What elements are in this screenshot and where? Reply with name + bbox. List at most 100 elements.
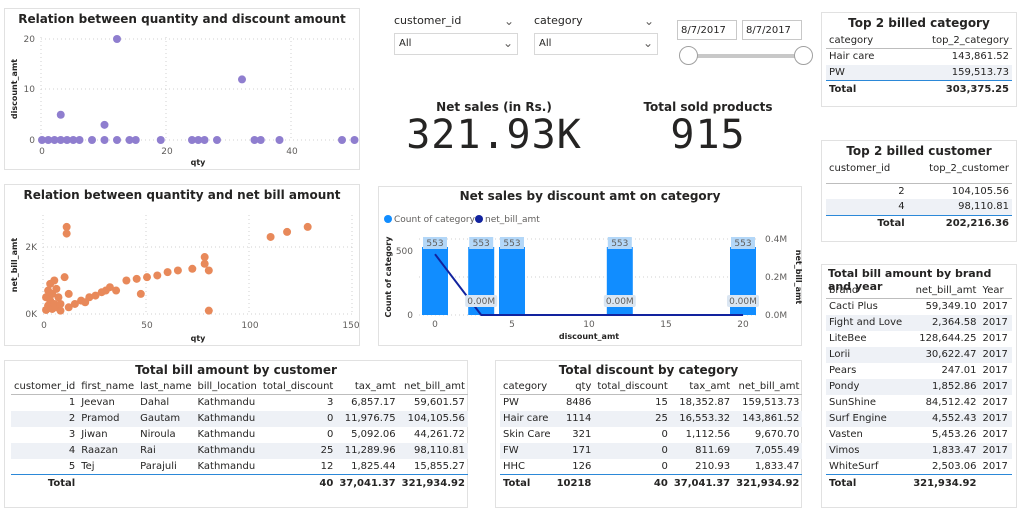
table-row[interactable]: Pears 247.01 2017	[826, 363, 1012, 379]
scatter-point[interactable]	[213, 136, 221, 144]
scatter-point[interactable]	[56, 299, 65, 308]
scatter-point[interactable]	[266, 232, 275, 241]
category-slicer-dropdown[interactable]: All ⌄	[534, 33, 658, 55]
col-header[interactable]: last_name	[137, 379, 195, 395]
col-header[interactable]: customer_id	[826, 161, 908, 184]
scatter-point[interactable]	[122, 276, 131, 285]
brand-table-visual[interactable]: Total bill amount by brand and year bran…	[821, 264, 1017, 508]
date-slider-handle-end[interactable]	[794, 46, 813, 65]
table-row[interactable]: 2 Pramod Gautam Kathmandu 0 11,976.75 104,105.…	[11, 410, 468, 427]
table-row[interactable]: 4 Raazan Rai Kathmandu 25 11,289.96 98,110.81	[11, 442, 468, 459]
table-row[interactable]: Pondy 1,852.86 2017	[826, 378, 1012, 395]
scatter-point[interactable]	[188, 264, 197, 273]
table-row[interactable]: Vimos 1,833.47 2017	[826, 442, 1012, 459]
scatter-point[interactable]	[56, 136, 65, 144]
chevron-down-icon[interactable]: ⌄	[643, 14, 654, 28]
scatter-point[interactable]	[238, 75, 246, 84]
col-header[interactable]: category	[500, 379, 554, 395]
scatter-point[interactable]	[275, 136, 284, 144]
col-header[interactable]: bill_location	[194, 379, 260, 395]
col-header[interactable]: tax_amt	[336, 379, 399, 395]
scatter-point[interactable]	[50, 276, 59, 285]
chevron-down-icon[interactable]: ⌄	[503, 14, 514, 28]
scatter-point[interactable]	[283, 227, 292, 236]
scatter-point[interactable]	[62, 222, 71, 231]
scatter-point[interactable]	[52, 284, 61, 293]
table-row[interactable]: WhiteSurf 2,503.06 2017	[826, 459, 1012, 475]
table-row[interactable]: Hair care 1114 25 16,553.32 143,861.52	[500, 410, 803, 427]
scatter-point[interactable]	[143, 273, 151, 282]
scatter-point[interactable]	[125, 136, 134, 144]
table-row[interactable]: Fight and Love 2,364.58 2017	[826, 314, 1012, 331]
col-header[interactable]: first_name	[78, 379, 138, 395]
top-category-visual[interactable]: Top 2 billed category category top_2_cate…	[821, 12, 1017, 107]
scatter-point[interactable]	[85, 293, 94, 302]
customer-table-visual[interactable]: Total bill amount by customer customer_i…	[4, 360, 468, 508]
scatter-point[interactable]	[100, 120, 109, 129]
col-header[interactable]: total_discount	[594, 379, 671, 395]
scatter-point[interactable]	[200, 259, 209, 268]
scatter-point[interactable]	[194, 136, 203, 144]
scatter-point[interactable]	[131, 136, 140, 144]
scatter-point[interactable]	[56, 110, 65, 119]
scatter-point[interactable]	[112, 286, 121, 295]
top-customer-visual[interactable]: Top 2 billed customer customer_id top_2_c…	[821, 140, 1017, 242]
scatter-point[interactable]	[63, 136, 71, 144]
table-row[interactable]: PW 8486 15 18,352.87 159,513.73	[500, 395, 802, 411]
table-row[interactable]: LiteBee 128,644.25 2017	[826, 331, 1012, 347]
date-slider-track[interactable]	[688, 54, 804, 58]
bar[interactable]	[422, 247, 448, 315]
table-row[interactable]: HHC 126 0 210.93 1,833.47	[500, 459, 802, 475]
table-row[interactable]: Surf Engine 4,552.43 2017	[826, 410, 1012, 427]
scatter-point[interactable]	[62, 229, 71, 238]
scatter-point[interactable]	[38, 136, 46, 144]
scatter-point[interactable]	[250, 136, 259, 144]
table-row[interactable]: Skin Care 321 0 1,112.56 9,670.70	[500, 427, 802, 443]
scatter-point[interactable]	[303, 222, 312, 231]
scatter-point[interactable]	[56, 306, 65, 315]
col-header[interactable]: net_bill_amt	[907, 283, 980, 299]
col-header[interactable]: top_2_customer	[907, 161, 1012, 184]
scatter-point[interactable]	[113, 35, 121, 43]
date-to-input[interactable]: 8/7/2017	[742, 20, 802, 40]
scatter-point[interactable]	[100, 136, 109, 144]
table-row[interactable]: 5 Tej Parajuli Kathmandu 12 1,825.44 15,855.27	[11, 459, 468, 475]
table-row[interactable]: SunShine 84,512.42 2017	[826, 395, 1012, 411]
scatter-point[interactable]	[153, 271, 162, 280]
col-header[interactable]: tax_amt	[670, 379, 734, 395]
scatter-point[interactable]	[156, 136, 165, 144]
col-header[interactable]: qty	[553, 379, 595, 395]
net-sales-combo-visual[interactable]: Net sales by discount amt on category Co…	[378, 186, 803, 346]
scatter-point[interactable]	[64, 289, 73, 298]
col-header[interactable]: customer_id	[11, 379, 79, 395]
scatter-point[interactable]	[50, 136, 59, 144]
scatter-point[interactable]	[64, 303, 73, 312]
table-row[interactable]: 1 Jeevan Dahal Kathmandu 3 6,857.17 59,601.57	[11, 395, 468, 411]
bar[interactable]	[499, 247, 525, 315]
table-row[interactable]: 3 Jiwan Niroula Kathmandu 0 5,092.06 44,261.72	[11, 427, 468, 443]
col-header[interactable]: net_bill_amt	[733, 379, 803, 395]
scatter-point[interactable]	[204, 266, 213, 275]
col-header[interactable]: brand	[826, 283, 908, 299]
scatter-point[interactable]	[188, 136, 196, 144]
table-row[interactable]: FW 171 0 811.69 7,055.49	[500, 442, 803, 459]
scatter-point[interactable]	[136, 289, 145, 298]
scatter-point[interactable]	[70, 299, 79, 308]
scatter-point[interactable]	[44, 136, 53, 144]
scatter-point[interactable]	[200, 253, 209, 262]
scatter-netbill-visual[interactable]: Relation between quantity and net bill a…	[4, 184, 360, 346]
scatter-point[interactable]	[163, 268, 172, 277]
scatter-point[interactable]	[338, 136, 346, 144]
col-header[interactable]: top_2_category	[897, 33, 1012, 49]
scatter-point[interactable]	[350, 136, 359, 144]
table-row[interactable]: Vasten 5,453.26 2017	[826, 427, 1012, 443]
scatter-point[interactable]	[88, 136, 96, 144]
col-header[interactable]: net_bill_amt	[398, 379, 468, 395]
scatter-point[interactable]	[200, 136, 209, 144]
discount-table-visual[interactable]: Total discount by category category qty to…	[495, 360, 803, 508]
date-slider-handle-start[interactable]	[679, 46, 698, 65]
category-slicer[interactable]: category ⌄ All ⌄	[534, 14, 658, 55]
scatter-point[interactable]	[69, 136, 78, 144]
scatter-point[interactable]	[173, 266, 182, 275]
customer-slicer-dropdown[interactable]: All ⌄	[394, 33, 518, 55]
